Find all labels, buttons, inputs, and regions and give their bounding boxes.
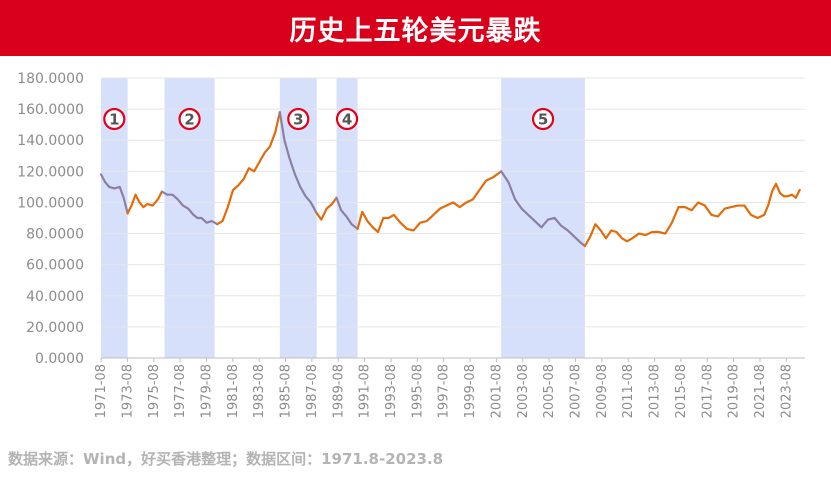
period-marker-label: 2 [184,111,194,129]
period-marker-label: 4 [342,111,352,129]
x-tick-label: 1983-08 [252,364,267,418]
period-marker-label: 1 [109,111,119,129]
y-tick-label: 60.0000 [26,258,84,274]
x-axis: 1971-08 1973-08 1975-08 1977-08 1979-08 1981-… [94,358,794,418]
x-tick-label: 2011-08 [621,364,636,418]
title-banner: 历史上五轮美元暴跌 [0,0,831,56]
x-tick-label: 2003-08 [516,364,531,418]
x-tick-label: 1999-08 [463,364,478,418]
line-segment [358,171,502,232]
line-segment [217,112,280,224]
y-tick-label: 100.0000 [17,195,84,211]
period-marker-label: 3 [293,111,303,129]
line-segment [585,184,800,246]
x-tick-label: 2021-08 [753,364,768,418]
x-tick-label: 2015-08 [674,364,689,418]
x-tick-label: 1991-08 [358,364,373,418]
x-tick-label: 1985-08 [279,364,294,418]
y-tick-label: 40.0000 [26,289,84,305]
period-marker-label: 5 [538,111,548,129]
y-tick-label: 0.0000 [35,351,84,367]
x-tick-label: 2019-08 [727,364,742,418]
x-tick-label: 2001-08 [489,364,504,418]
x-tick-label: 1989-08 [331,364,346,418]
y-tick-label: 140.0000 [17,133,84,149]
y-tick-label: 160.0000 [17,102,84,118]
y-tick-label: 80.0000 [26,227,84,243]
x-tick-label: 2005-08 [542,364,557,418]
x-tick-label: 1975-08 [147,364,162,418]
source-note: 数据来源：Wind，好买香港整理；数据区间：1971.8-2023.8 [8,448,443,469]
y-axis: 0.0000 20.0000 40.0000 60.0000 80.0000 100.00… [17,71,805,367]
x-tick-label: 1979-08 [199,364,214,418]
x-tick-label: 1971-08 [94,364,109,418]
line-chart: 0.0000 20.0000 40.0000 60.0000 80.0000 100.00… [0,56,831,446]
x-tick-label: 1987-08 [305,364,320,418]
x-tick-label: 2013-08 [648,364,663,418]
x-tick-label: 1973-08 [120,364,135,418]
x-tick-label: 1997-08 [437,364,452,418]
x-tick-label: 2009-08 [595,364,610,418]
x-tick-label: 1977-08 [173,364,188,418]
y-tick-label: 180.0000 [17,71,84,87]
chart-title: 历史上五轮美元暴跌 [290,9,542,48]
x-tick-label: 2023-08 [779,364,794,418]
x-tick-label: 1993-08 [384,364,399,418]
x-tick-label: 2007-08 [568,364,583,418]
x-tick-label: 1981-08 [226,364,241,418]
x-tick-label: 2017-08 [700,364,715,418]
line-segment [317,198,337,220]
y-tick-label: 20.0000 [26,320,84,336]
x-tick-label: 1995-08 [410,364,425,418]
y-tick-label: 120.0000 [17,164,84,180]
